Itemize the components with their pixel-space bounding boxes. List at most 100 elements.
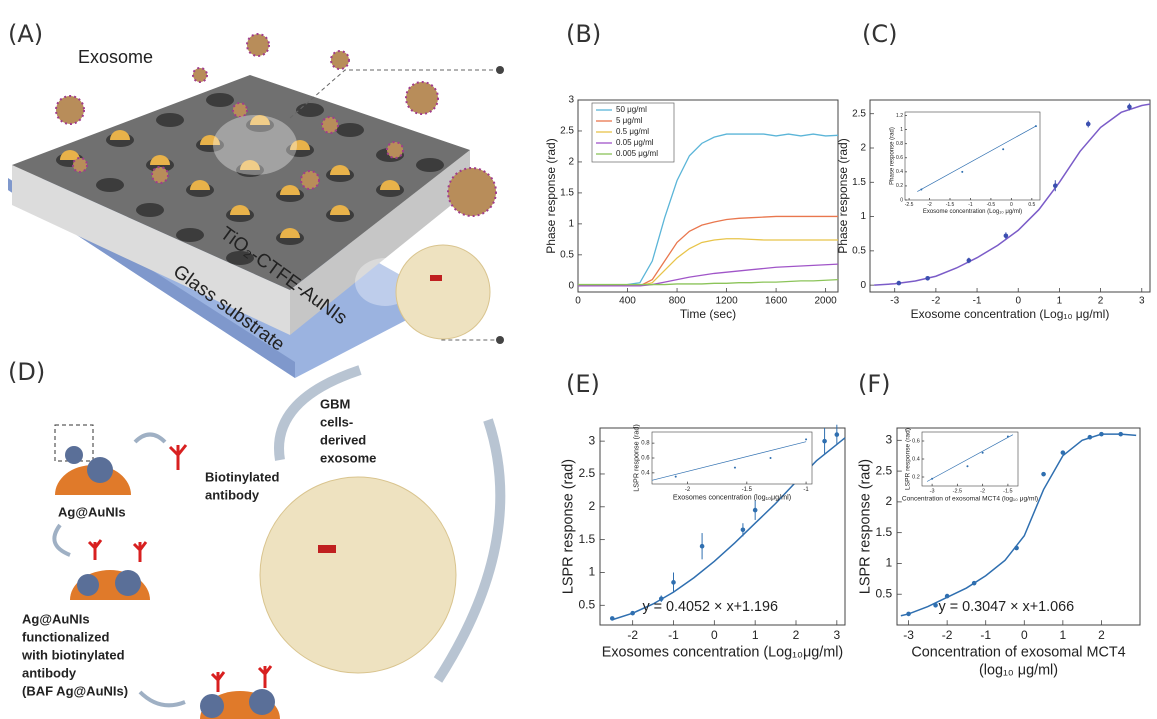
x-tick-label: 1200 — [715, 296, 738, 307]
panel-label: (B) — [566, 20, 601, 48]
x-tick-label: 3 — [1139, 296, 1145, 307]
arrow — [135, 435, 165, 443]
data-point — [920, 188, 922, 190]
y-tick-label: 0 — [568, 280, 574, 291]
y-tick-label: 0.5 — [876, 586, 893, 600]
data-point — [1086, 122, 1091, 127]
data-point — [1053, 183, 1058, 188]
data-point — [1007, 436, 1009, 438]
x-tick-label: -2 — [980, 488, 985, 494]
data-point — [1088, 435, 1093, 440]
fit-equation: y = 0.3047 × x+1.066 — [939, 599, 1075, 615]
exosome-large — [260, 477, 456, 673]
arrow — [54, 525, 70, 555]
callout-dot — [496, 336, 504, 344]
y-tick-label: 2 — [886, 494, 893, 508]
y-tick-label: 0.6 — [896, 155, 903, 161]
x-tick-label: 0 — [711, 628, 718, 642]
x-tick-label: 1 — [1060, 628, 1067, 642]
label-functionalized: (BAF Ag@AuNIs) — [22, 683, 128, 698]
x-tick-label: -2 — [627, 628, 638, 642]
y-tick-label: 0.5 — [579, 597, 596, 611]
data-point — [770, 457, 772, 459]
data-point — [1118, 432, 1123, 437]
label-functionalized: functionalized — [22, 629, 109, 644]
data-point — [933, 603, 938, 608]
figure: (A) Exosome TiO₂-CTFE-AuNIs Glass substr… — [0, 0, 1157, 719]
y-tick-label: 0 — [900, 197, 903, 203]
x-tick-label: 0 — [1015, 296, 1021, 307]
data-point — [1014, 546, 1019, 551]
y-tick-label: 3 — [886, 432, 893, 446]
legend-label: 0.005 μg/ml — [616, 149, 658, 158]
y-tick-label: 3 — [568, 95, 574, 106]
y-tick-label: 1 — [589, 565, 596, 579]
data-point — [1004, 233, 1009, 238]
x-tick-label: -2.5 — [905, 202, 914, 208]
x-tick-label: 1 — [752, 628, 759, 642]
panel-label: (C) — [862, 20, 897, 48]
x-tick-label: -1 — [668, 628, 679, 642]
data-point — [1041, 472, 1046, 477]
x-axis-label: (log₁₀ μg/ml) — [979, 662, 1058, 678]
x-tick-label: -2.5 — [953, 488, 962, 494]
y-tick-label: 2 — [589, 499, 596, 513]
exosome-small — [396, 245, 490, 339]
data-point — [1061, 450, 1066, 455]
data-point — [925, 276, 930, 281]
y-tick-label: 1.2 — [896, 113, 903, 119]
data-point — [945, 594, 950, 599]
x-tick-label: -1.5 — [946, 202, 955, 208]
data-point — [675, 476, 677, 478]
x-tick-label: 1 — [1057, 296, 1063, 307]
x-tick-label: 1600 — [765, 296, 788, 307]
data-point — [1035, 125, 1037, 127]
data-point — [1127, 105, 1132, 110]
y-tick-label: 0.8 — [896, 141, 903, 147]
x-tick-label: 0 — [1010, 202, 1013, 208]
label-gbm-exosome: GBM — [320, 396, 350, 411]
y-tick-label: 2.5 — [852, 108, 866, 119]
x-tick-label: 2 — [793, 628, 800, 642]
x-tick-label: 3 — [833, 628, 840, 642]
y-tick-label: 2.5 — [579, 466, 596, 480]
y-tick-label: 2 — [860, 143, 866, 154]
data-point — [961, 171, 963, 173]
fit-equation: y = 0.4052 × x+1.196 — [642, 599, 778, 615]
x-tick-label: 800 — [669, 296, 686, 307]
y-tick-label: 0 — [860, 280, 866, 291]
zoom-spot — [213, 115, 297, 175]
legend-label: 50 μg/ml — [616, 105, 647, 114]
y-axis-label: Phase response (rad) — [544, 138, 558, 253]
y-axis-label: LSPR response (rad) — [858, 459, 874, 594]
data-point — [982, 452, 984, 454]
y-tick-label: 0.2 — [896, 183, 903, 189]
x-tick-label: -1 — [973, 296, 982, 307]
data-point — [671, 580, 676, 585]
x-tick-label: 0.5 — [1028, 202, 1035, 208]
label-gbm-exosome: cells- — [320, 414, 353, 429]
data-point — [1099, 432, 1104, 437]
x-axis-label: Exosome concentration (Log₁₀ μg/ml) — [923, 209, 1022, 215]
label-functionalized: antibody — [22, 665, 77, 680]
x-axis-label: Exosomes concentration (log₁₀μg/ml) — [673, 493, 791, 502]
page: (A) Exosome TiO₂-CTFE-AuNIs Glass substr… — [0, 0, 1157, 719]
data-point — [1002, 148, 1004, 150]
data-point — [897, 281, 902, 286]
panel-label: (D) — [8, 358, 45, 386]
y-tick-label: 1.5 — [579, 532, 596, 546]
data-point — [741, 527, 746, 532]
y-tick-label: 1.5 — [876, 525, 893, 539]
y-tick-label: 0.5 — [852, 245, 866, 256]
x-tick-label: -3 — [903, 628, 914, 642]
panel-label: (A) — [8, 20, 43, 48]
x-tick-label: -3 — [890, 296, 899, 307]
x-tick-label: 0 — [1021, 628, 1028, 642]
x-axis-label: Time (sec) — [680, 307, 736, 321]
data-point — [931, 478, 933, 480]
x-axis-label: Exosomes concentration (Log₁₀μg/ml) — [602, 644, 843, 660]
x-axis-label: Concentration of exosomal MCT4 (log₁₀ μg… — [902, 495, 1038, 502]
label-gbm-exosome: derived — [320, 432, 366, 447]
y-tick-label: 0.4 — [896, 169, 903, 175]
y-axis-label: LSPR response (rad) — [904, 428, 911, 490]
